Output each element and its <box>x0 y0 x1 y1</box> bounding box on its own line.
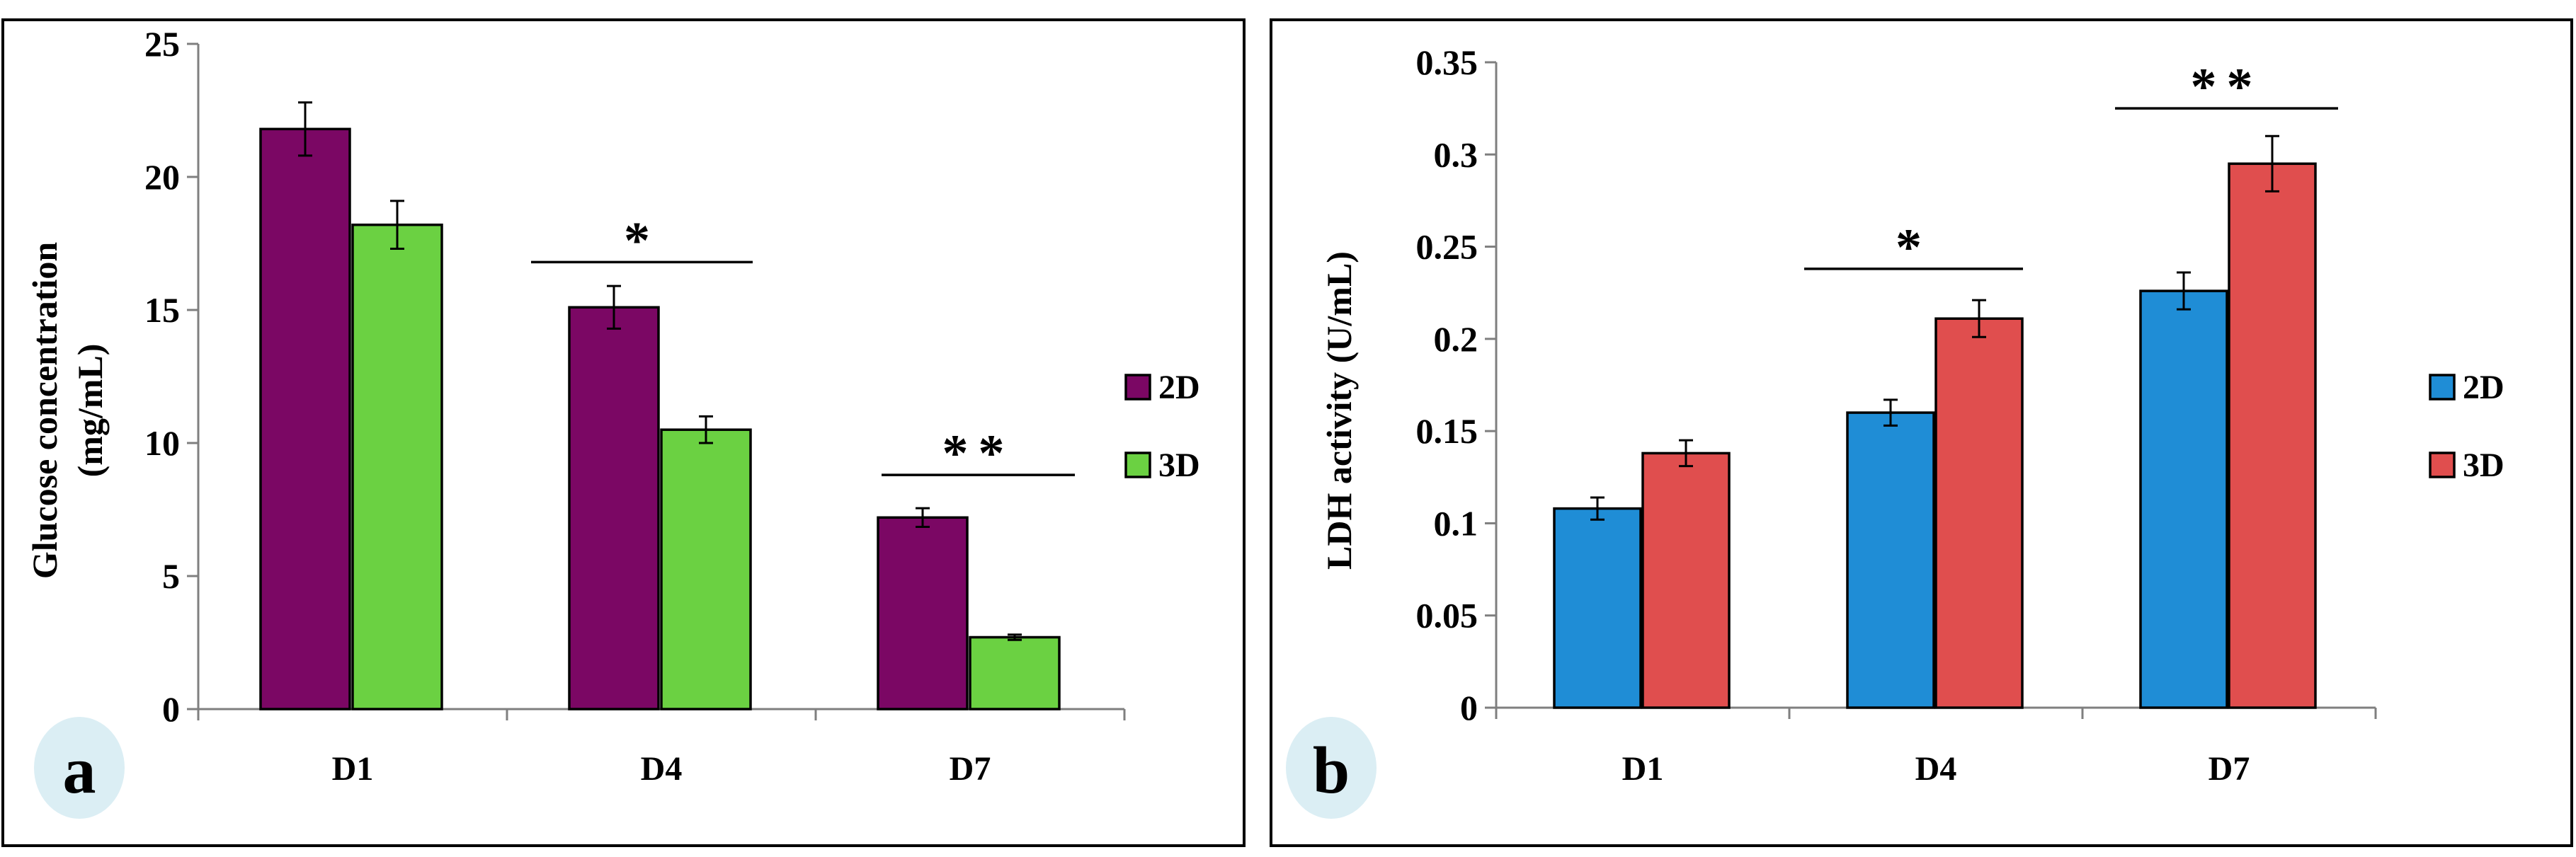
panel-b-bar-2d-d1 <box>1553 507 1642 709</box>
panel-b-y-tick-label: 0.2 <box>1434 319 1478 359</box>
panel-a-y-tick-label: 0 <box>162 689 180 729</box>
panel-a-y-tick-label: 15 <box>144 290 180 330</box>
panel-a-ylabel-line2: (mg/mL) <box>70 344 110 478</box>
panel-a-bar-2d-d1 <box>259 127 351 711</box>
panel-b-bar-2d-d4 <box>1846 411 1935 709</box>
panel-a-label-circle <box>34 717 125 819</box>
panel-b-y-tick-label: 0.15 <box>1416 411 1478 451</box>
panel-b-legend-label-2d: 2D <box>2463 369 2504 406</box>
panel-a-significance: *** <box>531 212 1075 483</box>
panel-a-error-bars <box>298 101 1022 641</box>
panel-a-x-tick-label: D4 <box>641 750 683 788</box>
panel-a-legend: 2D 3D <box>1124 369 1200 484</box>
panel-a-legend-swatch-3d <box>1124 451 1151 478</box>
panel-b-label-circle <box>1286 717 1377 819</box>
panel-b-bars <box>1553 162 2317 709</box>
panel-a-y-tick-label: 10 <box>144 423 180 463</box>
panel-a: Glucose concentration (mg/mL) 0 5 10 15 20 25… <box>1 18 1246 847</box>
panel-b-y-tick-label: 0.05 <box>1416 596 1478 635</box>
panel-b-bar-3d-d4 <box>1934 317 2024 709</box>
panel-a-bar-2d-d7 <box>877 516 969 711</box>
panel-b-y-tick-label: 0.3 <box>1434 134 1478 174</box>
panel-b-y-tick-label: 0 <box>1460 688 1478 727</box>
panel-a-border <box>1 18 1246 847</box>
panel-a-bar-3d-d7 <box>969 635 1061 711</box>
panel-a-y-tick-label: 5 <box>162 556 180 596</box>
panel-b-y-tick-label: 0.1 <box>1434 503 1478 543</box>
panel-b-x-ticks: D1 D4 D7 <box>1495 708 2377 788</box>
panel-b-y-ticks: 0 0.05 0.1 0.15 0.2 0.25 0.3 0.35 <box>1416 42 1496 727</box>
panel-a-x-ticks: D1 D4 D7 <box>197 709 1126 788</box>
panel-b: LDH activity (U/mL) 00.050.10.150.20.250… <box>1270 18 2573 847</box>
panel-b-significance: *** <box>1804 58 2338 277</box>
panel-b-bar-3d-d7 <box>2228 162 2317 709</box>
panel-b-y-tick-label: 0.35 <box>1416 42 1478 82</box>
panel-b-legend: 2D 3D <box>2429 369 2504 484</box>
panel-b-legend-swatch-2d <box>2429 374 2456 401</box>
panel-a-significance-marker: * <box>624 212 660 270</box>
panel-a-x-tick-label: D7 <box>950 750 991 788</box>
panel-b-bar-2d-d7 <box>2139 289 2228 709</box>
panel-b-x-tick-label: D1 <box>1622 750 1664 788</box>
panel-a-bar-3d-d1 <box>351 223 443 711</box>
panel-a-bar-3d-d4 <box>660 428 752 711</box>
panel-a-x-tick-label: D1 <box>332 750 374 788</box>
panel-a-y-tick-label: 20 <box>144 157 180 197</box>
panel-a-ylabel: Glucose concentration (mg/mL) <box>25 242 110 580</box>
panel-a-y-tick-label: 25 <box>144 24 180 64</box>
panel-a-ylabel-line1: Glucose concentration <box>25 242 64 580</box>
panel-b-ylabel: LDH activity (U/mL) <box>1319 251 1359 570</box>
panel-a-bars <box>259 127 1061 711</box>
panel-b-bar-3d-d1 <box>1641 451 1731 709</box>
panel-b-label: b <box>1313 734 1350 807</box>
panel-b-significance-marker: * <box>1896 219 1932 277</box>
panel-b-error-bars <box>1590 134 2279 521</box>
panel-a-significance-marker: ** <box>942 425 1015 483</box>
panel-b-significance-marker: ** <box>2191 58 2263 116</box>
panel-b-y-tick-label: 0.25 <box>1416 227 1478 267</box>
panel-a-legend-label-3d: 3D <box>1158 447 1200 484</box>
panel-b-legend-label-3d: 3D <box>2463 447 2504 484</box>
panel-b-legend-swatch-3d <box>2429 451 2456 478</box>
panel-a-label: a <box>63 734 96 807</box>
panel-b-x-tick-label: D7 <box>2209 750 2250 788</box>
panel-a-y-ticks: 0 5 10 15 20 25 <box>144 24 198 729</box>
panel-a-legend-swatch-2d <box>1124 374 1151 401</box>
panel-a-label-badge: a <box>34 717 125 819</box>
panel-b-x-tick-label: D4 <box>1915 750 1957 788</box>
panel-a-legend-label-2d: 2D <box>1158 369 1200 406</box>
panel-b-border <box>1270 18 2573 847</box>
panel-b-label-badge: b <box>1286 717 1377 819</box>
panel-b-ylabel-line1: LDH activity (U/mL) <box>1319 251 1359 570</box>
panel-a-bar-2d-d4 <box>568 306 660 711</box>
